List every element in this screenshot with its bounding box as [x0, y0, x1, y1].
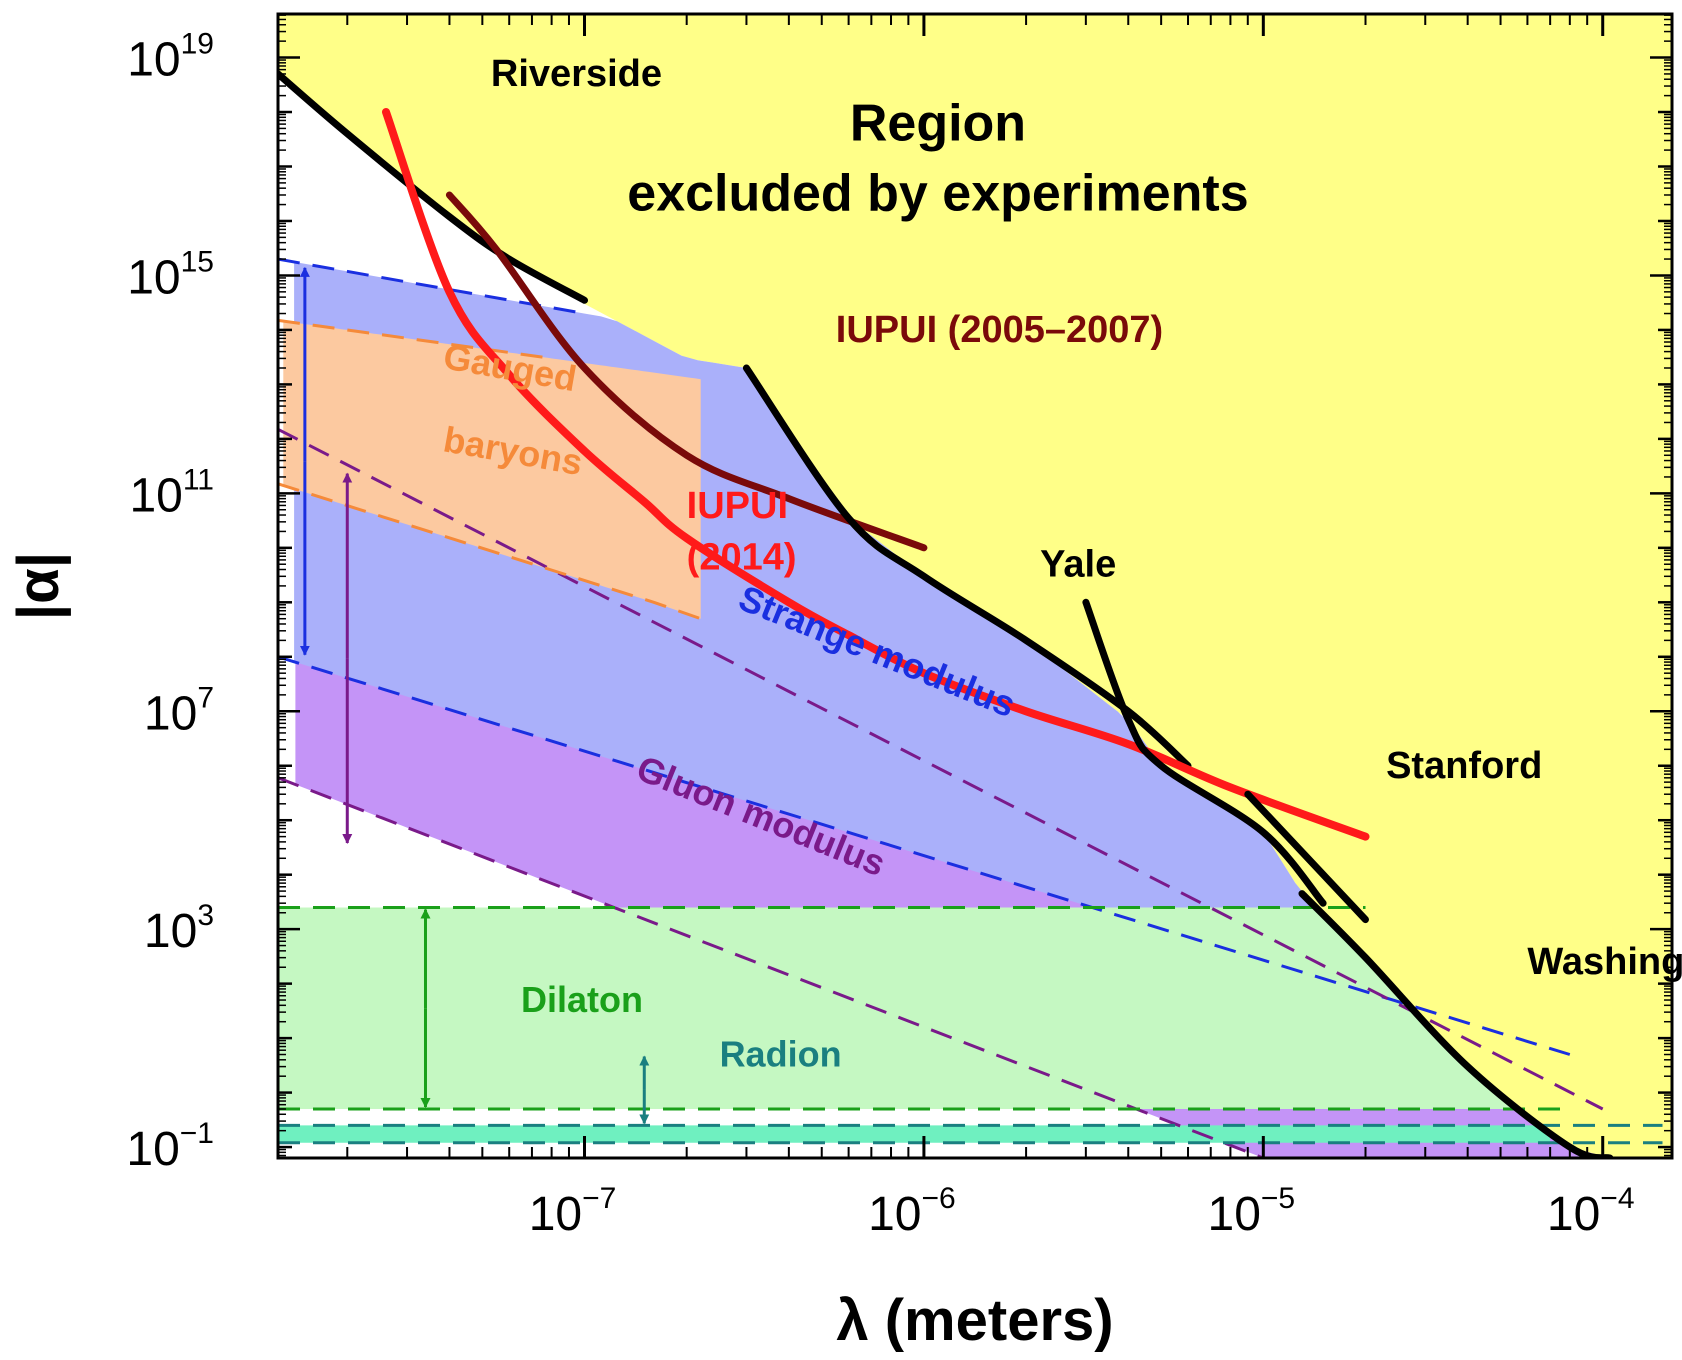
plot-area — [278, 14, 1672, 1158]
curve-stanford — [1082, 598, 1327, 907]
curve-washington-extension — [1298, 890, 1614, 1158]
x-tick-label: 10−7 — [529, 1182, 617, 1241]
curve-iupui-2014 — [382, 108, 1370, 841]
label-region: Region excluded by experiments — [627, 95, 1248, 223]
x-tick-label: 10−6 — [868, 1182, 956, 1241]
y-tick-label: 103 — [144, 899, 214, 958]
x-tick-label: 10−4 — [1547, 1182, 1635, 1241]
label-dilaton: Dilaton — [521, 979, 643, 1020]
band-gluon-modulus-lower-dash — [278, 776, 1264, 1158]
band-gauged-baryons-upper-dash — [278, 318, 552, 360]
x-axis-label: λ (meters) — [836, 1288, 1113, 1353]
y-tick-label: 1015 — [127, 245, 214, 304]
curve-iupui-2005-2007 — [445, 191, 928, 552]
label-iupui-new: IUPUI (2014) — [687, 485, 797, 578]
band-gauged-baryons-lower-dash — [278, 482, 702, 621]
label-yale: Yale — [1040, 543, 1116, 585]
label-iupui-old: IUPUI (2005–2007) — [836, 309, 1163, 351]
curve-washington — [1244, 790, 1369, 924]
y-tick-label: 1019 — [127, 28, 214, 87]
band-dilaton-fill — [278, 907, 1522, 1109]
band-radion-fill — [278, 1125, 1550, 1143]
label-washington: Washington — [1527, 941, 1682, 983]
label-stanford: Stanford — [1386, 745, 1542, 787]
label-riverside: Riverside — [491, 53, 662, 95]
curve-riverside — [278, 70, 588, 304]
label-radion: Radion — [720, 1034, 842, 1075]
y-tick-label: 10−1 — [126, 1117, 214, 1176]
constraint-curves — [278, 70, 1614, 1158]
y-tick-label: 107 — [144, 681, 214, 740]
band-strange-modulus-lower-dash — [278, 655, 1571, 1056]
x-tick-label: 10−5 — [1208, 1182, 1296, 1241]
band-gluon-modulus-upper-dash — [278, 427, 1604, 1111]
axis-ticks: 10−7 10−6 10−5 10−4 1019 1015 1011 107 103 10−1 — [126, 14, 1672, 1241]
y-axis-label: |α| — [6, 552, 71, 620]
band-gauged-baryons-fill — [283, 321, 701, 619]
y-tick-label: 1011 — [129, 463, 214, 522]
